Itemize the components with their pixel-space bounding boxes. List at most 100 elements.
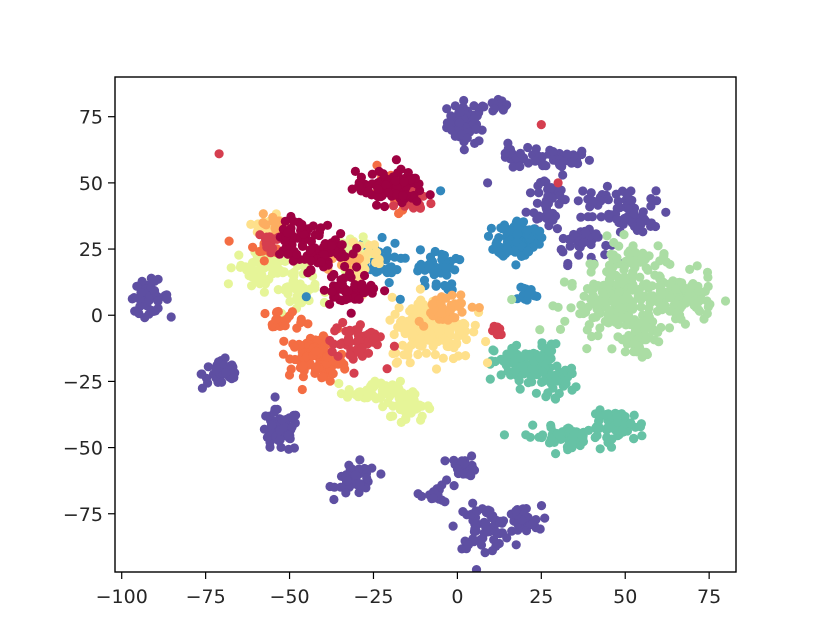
data-point xyxy=(518,153,529,163)
data-point xyxy=(296,317,306,328)
data-point xyxy=(394,303,404,313)
data-point xyxy=(153,296,163,306)
data-point xyxy=(466,471,476,481)
data-point xyxy=(421,348,431,358)
data-point xyxy=(573,196,583,206)
data-point xyxy=(431,364,442,374)
data-point xyxy=(560,195,570,205)
data-point xyxy=(276,442,286,452)
data-point xyxy=(262,232,272,242)
data-point xyxy=(406,340,416,350)
data-point xyxy=(280,256,290,266)
data-point xyxy=(434,327,444,337)
data-point xyxy=(629,208,639,219)
data-point xyxy=(534,188,544,198)
data-point xyxy=(446,111,456,121)
data-point xyxy=(459,95,469,106)
data-point xyxy=(343,286,353,296)
data-point xyxy=(381,255,391,265)
data-point xyxy=(287,307,297,317)
data-point xyxy=(288,276,298,286)
data-point xyxy=(629,258,639,268)
data-point xyxy=(395,376,405,386)
data-point xyxy=(403,168,413,178)
data-point xyxy=(343,336,353,346)
data-point xyxy=(589,259,599,269)
x-tick-label: −50 xyxy=(269,586,309,608)
data-point xyxy=(586,267,596,277)
data-point xyxy=(373,184,383,194)
data-point xyxy=(637,431,647,441)
data-point xyxy=(524,288,534,299)
data-point xyxy=(458,469,468,479)
data-point xyxy=(203,362,213,372)
data-point xyxy=(576,300,586,310)
x-tick-label: 75 xyxy=(697,586,721,608)
data-point xyxy=(277,415,287,425)
data-point xyxy=(350,280,360,290)
data-point xyxy=(310,279,320,289)
data-point xyxy=(612,214,622,224)
data-point xyxy=(282,228,292,238)
data-point xyxy=(677,278,687,288)
data-point xyxy=(296,222,306,232)
x-tick-label: −25 xyxy=(353,586,393,608)
data-point xyxy=(306,266,316,276)
data-point xyxy=(521,207,531,217)
data-point xyxy=(162,290,172,300)
data-point xyxy=(415,245,425,255)
data-point xyxy=(498,356,509,366)
data-point xyxy=(301,292,311,302)
data-point xyxy=(649,335,659,345)
data-point xyxy=(394,208,404,219)
data-point xyxy=(229,373,239,383)
data-point xyxy=(425,404,435,414)
data-point xyxy=(283,249,293,259)
data-point xyxy=(438,353,448,363)
data-point xyxy=(458,318,469,328)
data-point xyxy=(413,349,423,360)
data-point xyxy=(492,330,502,340)
data-point xyxy=(544,209,554,219)
data-point xyxy=(498,251,508,261)
data-point xyxy=(470,138,480,148)
data-point xyxy=(350,166,360,176)
data-point xyxy=(541,392,551,402)
data-point xyxy=(398,191,408,201)
plot-frame xyxy=(114,76,737,573)
data-point xyxy=(460,351,471,361)
data-point xyxy=(591,312,601,322)
data-point xyxy=(400,253,410,263)
data-point xyxy=(463,540,474,550)
data-point xyxy=(524,349,535,359)
data-point xyxy=(499,430,509,440)
data-point xyxy=(345,350,355,360)
data-point xyxy=(511,540,521,550)
data-point xyxy=(525,432,535,442)
data-point xyxy=(388,201,399,211)
data-point xyxy=(376,469,386,479)
data-point xyxy=(693,297,703,307)
data-point xyxy=(265,442,275,452)
data-point xyxy=(703,272,713,282)
data-point xyxy=(371,267,381,277)
data-point xyxy=(431,281,441,291)
data-point xyxy=(515,161,525,172)
data-point xyxy=(450,101,460,111)
data-point xyxy=(568,157,578,167)
data-point xyxy=(483,178,493,188)
data-point xyxy=(289,267,299,277)
data-point xyxy=(594,416,604,426)
data-point xyxy=(541,161,551,171)
data-point xyxy=(355,455,365,465)
data-point xyxy=(338,317,348,328)
data-point xyxy=(349,368,359,378)
data-point xyxy=(440,497,450,507)
y-tick-label: 0 xyxy=(91,305,103,327)
data-point xyxy=(373,192,383,202)
data-point xyxy=(430,350,440,360)
data-point xyxy=(278,349,288,359)
data-point xyxy=(628,241,638,251)
data-point xyxy=(468,498,478,508)
data-point xyxy=(453,351,463,361)
